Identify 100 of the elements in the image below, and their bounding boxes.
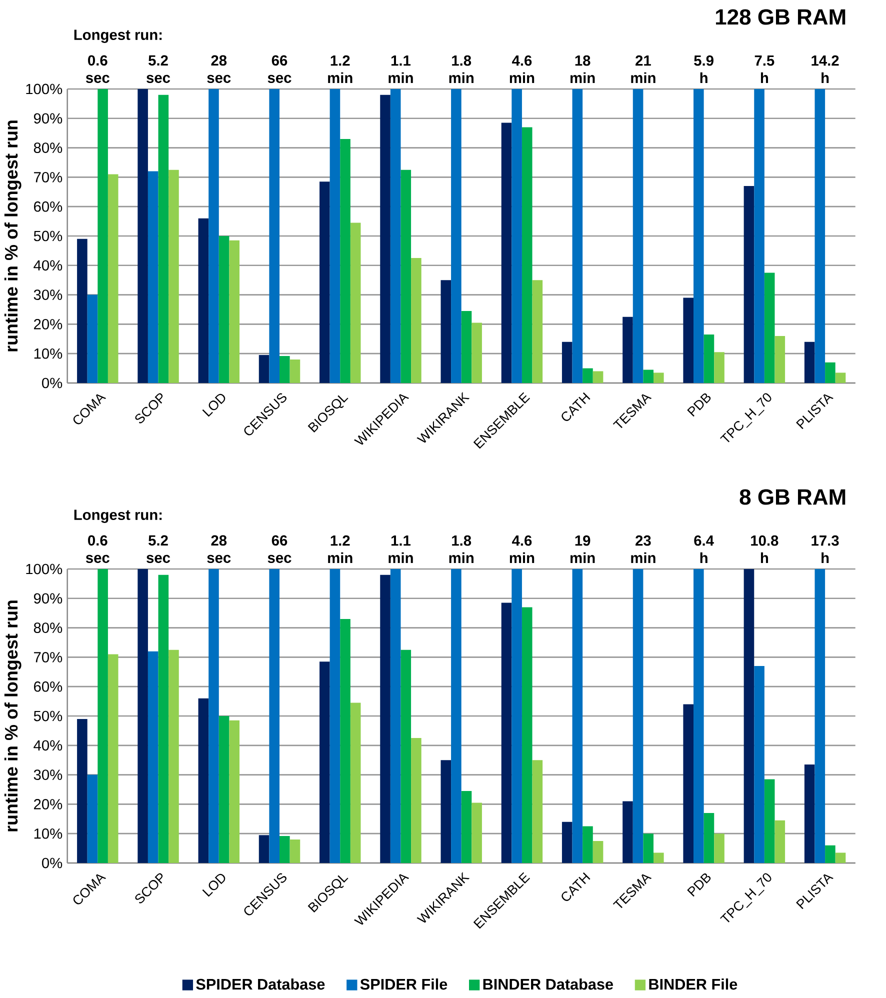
y-tick-label: 70% — [34, 652, 62, 662]
bar — [440, 760, 452, 863]
bar — [138, 88, 148, 383]
bar — [350, 702, 361, 863]
y-tick-label: 30% — [34, 770, 62, 780]
chart-title: 8 GB RAM — [740, 489, 846, 505]
text: Longest run: — [74, 510, 162, 523]
legend-label: BINDER File — [649, 978, 738, 990]
bar — [390, 568, 401, 863]
bar — [400, 650, 412, 863]
y-tick-label: 90% — [34, 113, 62, 124]
bar — [440, 280, 452, 383]
bar — [744, 568, 754, 863]
bar — [462, 310, 472, 383]
bar — [825, 362, 836, 383]
bar — [804, 764, 815, 863]
bar — [88, 294, 98, 383]
bar — [229, 240, 240, 383]
bar — [219, 236, 230, 383]
bar — [836, 372, 846, 383]
y-tick-label: 50% — [34, 710, 62, 722]
bar — [168, 170, 180, 383]
bar — [764, 272, 775, 383]
bar — [158, 94, 169, 383]
text: 28 sec — [207, 55, 231, 83]
bar — [825, 845, 836, 863]
bar — [77, 718, 88, 863]
bar — [269, 568, 280, 863]
bar — [562, 342, 572, 383]
y-tick-label: 10% — [34, 828, 62, 839]
bar — [148, 651, 158, 863]
y-tick-label: 80% — [34, 142, 62, 153]
bar — [451, 568, 462, 863]
text: 5.2 sec — [146, 535, 170, 563]
bar — [88, 774, 98, 863]
bar — [168, 650, 180, 863]
bar — [208, 568, 220, 863]
text: 0.6 sec — [86, 55, 110, 83]
text: 28 sec — [207, 535, 231, 563]
bar — [77, 238, 88, 383]
bar — [694, 568, 704, 863]
y-tick-label: 60% — [34, 201, 62, 212]
bar — [683, 704, 694, 863]
y-tick-label: 80% — [34, 622, 62, 633]
bar — [451, 88, 462, 383]
bar — [502, 122, 512, 383]
chart-title: 128 GB RAM — [716, 9, 846, 25]
text: 19 min — [570, 535, 595, 563]
text: 1.1 min — [388, 536, 414, 563]
legend-label: SPIDER File — [360, 978, 448, 990]
bar — [774, 820, 786, 863]
bar — [804, 342, 815, 383]
y-tick-label: 20% — [34, 319, 62, 330]
bar — [158, 574, 169, 863]
bar — [148, 171, 158, 383]
bar — [694, 88, 704, 383]
text: 66 sec — [268, 535, 292, 563]
text: 0.6 sec — [86, 535, 110, 563]
bar — [522, 127, 532, 383]
bar — [633, 88, 644, 383]
bar — [643, 370, 654, 383]
text: 1.2 min — [328, 55, 352, 83]
bar — [411, 738, 422, 863]
bar — [462, 790, 472, 863]
bar — [512, 88, 522, 383]
bar — [472, 802, 482, 863]
text: 5.9 h — [694, 55, 714, 83]
bar — [138, 568, 148, 863]
text: 14.2 h — [812, 55, 839, 83]
y-tick-label: 20% — [34, 799, 62, 810]
bar — [320, 662, 330, 863]
text: 17.3 h — [812, 535, 839, 563]
bar — [814, 88, 826, 383]
bar — [836, 852, 846, 863]
bar — [472, 322, 482, 383]
text: 66 sec — [268, 55, 292, 83]
bar — [764, 779, 775, 863]
bar — [714, 352, 725, 383]
bar — [512, 568, 522, 863]
bar — [502, 602, 512, 863]
bar — [532, 760, 543, 863]
bar — [259, 835, 270, 863]
bar — [219, 716, 230, 863]
bar — [814, 568, 826, 863]
bar — [380, 94, 391, 383]
y-axis-title: runtime in % of longest run — [4, 600, 22, 832]
y-tick-label: 0% — [42, 858, 62, 868]
bar — [562, 822, 572, 863]
bar — [390, 88, 401, 383]
bar — [340, 138, 351, 383]
text: 6.4 h — [694, 535, 714, 563]
y-tick-label: 50% — [34, 230, 62, 242]
text: 23 min — [631, 535, 656, 563]
bar — [572, 568, 583, 863]
bar — [320, 182, 330, 383]
bar — [198, 218, 209, 383]
bar — [704, 813, 714, 863]
bar — [330, 568, 340, 863]
bar — [593, 371, 604, 383]
bar — [522, 607, 532, 863]
